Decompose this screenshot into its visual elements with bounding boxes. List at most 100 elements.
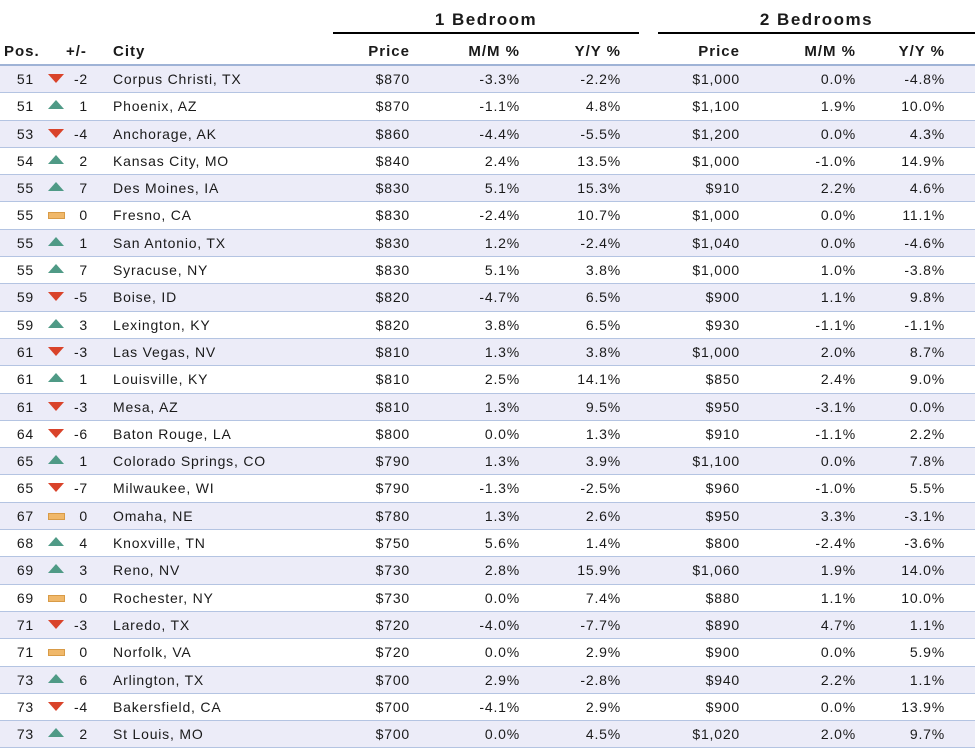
- cell-mm-2br: 2.0%: [820, 726, 856, 743]
- table-row: 55 0 Fresno, CA $830 -2.4% 10.7% $1,000 0.0% 11.…: [0, 202, 975, 230]
- cell-mm-1br: -1.1%: [479, 98, 520, 115]
- cell-pos: 71: [16, 616, 34, 633]
- cell-pos: 51: [16, 71, 34, 87]
- table-row: 61 -3 Mesa, AZ $810 1.3% 9.5% $950 -3.1% 0.0%: [0, 393, 975, 421]
- cell-price-1br: $790: [375, 480, 410, 497]
- cell-price-2br: $950: [705, 507, 740, 524]
- cell-change: 1: [79, 371, 88, 388]
- cell-mm-2br: -2.4%: [815, 535, 856, 552]
- cell-yy-1br: 4.8%: [585, 98, 621, 115]
- cell-price-2br: $1,040: [692, 234, 740, 251]
- cell-price-1br: $720: [375, 644, 410, 661]
- triangle-up-icon: [48, 100, 64, 110]
- cell-pos: 65: [16, 453, 34, 470]
- cell-city: Mesa, AZ: [113, 398, 179, 415]
- cell-mm-2br: -1.0%: [815, 480, 856, 497]
- cell-pos: 61: [16, 398, 34, 415]
- cell-yy-1br: -5.5%: [580, 125, 621, 142]
- trend-indicator: [48, 312, 64, 338]
- cell-yy-1br: 13.5%: [577, 152, 621, 169]
- cell-mm-1br: -4.4%: [479, 125, 520, 142]
- cell-yy-1br: 2.9%: [585, 644, 621, 661]
- table-row: 54 2 Kansas City, MO $840 2.4% 13.5% $1,000 -1.…: [0, 148, 975, 176]
- cell-mm-2br: 2.4%: [820, 371, 856, 388]
- cell-change: -4: [73, 698, 88, 715]
- column-group-header: 1 Bedroom 2 Bedrooms: [0, 0, 975, 34]
- cell-change: 7: [79, 262, 88, 279]
- cell-yy-1br: -2.2%: [580, 71, 621, 87]
- cell-mm-1br: 1.2%: [484, 234, 520, 251]
- cell-yy-1br: 2.6%: [585, 507, 621, 524]
- flat-bar-icon: [48, 512, 65, 520]
- flat-bar-icon: [48, 212, 65, 220]
- cell-yy-2br: 8.7%: [909, 343, 945, 360]
- triangle-up-icon: [48, 318, 64, 328]
- cell-price-1br: $810: [375, 371, 410, 388]
- cell-price-1br: $700: [375, 726, 410, 743]
- trend-indicator: [48, 93, 64, 119]
- cell-yy-1br: 6.5%: [585, 316, 621, 333]
- cell-mm-1br: 0.0%: [484, 644, 520, 661]
- column-header-row: Pos. +/- City Price M/M % Y/Y % Price M/…: [0, 40, 975, 66]
- cell-mm-1br: 2.5%: [484, 371, 520, 388]
- trend-indicator: [48, 667, 64, 693]
- table-row: 69 3 Reno, NV $730 2.8% 15.9% $1,060 1.9% 14.0%: [0, 557, 975, 585]
- cell-yy-2br: 9.7%: [909, 726, 945, 743]
- cell-pos: 61: [16, 371, 34, 388]
- cell-yy-2br: 5.5%: [909, 480, 945, 497]
- table-row: 55 1 San Antonio, TX $830 1.2% -2.4% $1,040 0.0…: [0, 229, 975, 258]
- cell-city: Las Vegas, NV: [113, 343, 217, 360]
- cell-pos: 67: [16, 507, 34, 524]
- header-price-1br: Price: [368, 43, 410, 60]
- trend-indicator: [48, 612, 64, 638]
- cell-mm-2br: 2.2%: [820, 671, 856, 688]
- cell-yy-1br: 10.7%: [577, 207, 621, 224]
- table-row: 59 3 Lexington, KY $820 3.8% 6.5% $930 -1.1% -1.…: [0, 312, 975, 339]
- cell-price-1br: $830: [375, 262, 410, 279]
- cell-price-1br: $780: [375, 507, 410, 524]
- table-body: 51 -2 Corpus Christi, TX $870 -3.3% -2.2% $1,0…: [0, 66, 975, 749]
- cell-city: Louisville, KY: [113, 371, 209, 388]
- table-row: 65 1 Colorado Springs, CO $790 1.3% 3.9% $1,10…: [0, 448, 975, 476]
- cell-mm-1br: -2.4%: [479, 207, 520, 224]
- cell-mm-1br: 0.0%: [484, 425, 520, 442]
- header-pos: Pos.: [4, 43, 40, 60]
- cell-yy-1br: -2.8%: [580, 671, 621, 688]
- trend-indicator: [48, 394, 64, 420]
- cell-city: Rochester, NY: [113, 589, 214, 606]
- cell-yy-2br: 1.1%: [909, 616, 945, 633]
- cell-yy-1br: 3.8%: [585, 262, 621, 279]
- cell-change: -3: [73, 343, 88, 360]
- cell-yy-1br: 1.4%: [585, 535, 621, 552]
- cell-price-1br: $730: [375, 562, 410, 579]
- cell-yy-1br: 2.9%: [585, 698, 621, 715]
- cell-yy-2br: 4.3%: [909, 125, 945, 142]
- cell-mm-1br: -4.1%: [479, 698, 520, 715]
- triangle-down-icon: [48, 128, 64, 138]
- cell-yy-2br: -3.6%: [904, 535, 945, 552]
- cell-yy-2br: 14.0%: [901, 562, 945, 579]
- cell-city: San Antonio, TX: [113, 234, 226, 251]
- header-yy-2br: Y/Y %: [898, 43, 945, 60]
- cell-mm-1br: 1.3%: [484, 343, 520, 360]
- cell-price-2br: $890: [705, 616, 740, 633]
- cell-price-1br: $820: [375, 289, 410, 306]
- triangle-up-icon: [48, 537, 64, 547]
- cell-city: Milwaukee, WI: [113, 480, 215, 497]
- table-row: 71 -3 Laredo, TX $720 -4.0% -7.7% $890 4.7% 1.1%: [0, 611, 975, 640]
- cell-mm-2br: 0.0%: [820, 698, 856, 715]
- trend-indicator: [48, 202, 65, 228]
- cell-city: St Louis, MO: [113, 726, 204, 743]
- cell-change: 2: [79, 152, 88, 169]
- cell-price-2br: $900: [705, 289, 740, 306]
- cell-pos: 51: [16, 98, 34, 115]
- table-row: 61 1 Louisville, KY $810 2.5% 14.1% $850 2.4% 9.…: [0, 366, 975, 394]
- cell-price-2br: $1,020: [692, 726, 740, 743]
- cell-price-2br: $850: [705, 371, 740, 388]
- table-row: 51 1 Phoenix, AZ $870 -1.1% 4.8% $1,100 1.9% 10.…: [0, 93, 975, 121]
- cell-yy-1br: 15.3%: [577, 180, 621, 197]
- cell-yy-2br: -3.8%: [904, 262, 945, 279]
- header-mm-2br: M/M %: [804, 43, 856, 60]
- cell-mm-2br: 1.1%: [820, 589, 856, 606]
- cell-mm-2br: 1.9%: [820, 98, 856, 115]
